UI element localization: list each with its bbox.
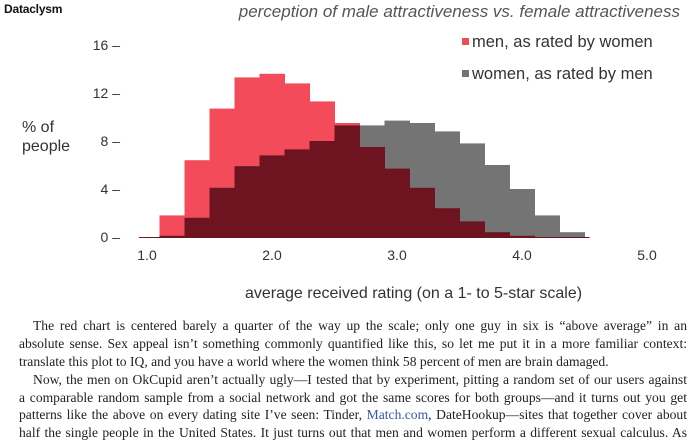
bar-overlap (209, 187, 235, 237)
brand-label: Dataclysm (4, 2, 63, 16)
legend-swatch-red (462, 38, 469, 45)
y-tick-label: 0 – (101, 229, 121, 245)
bar-men (159, 215, 185, 237)
x-tick-label: 5.0 (637, 247, 657, 263)
y-tick-label: 8 – (101, 133, 121, 149)
x-tick-label: 2.0 (262, 247, 282, 263)
y-axis-label: % of people (22, 119, 71, 155)
bar-overlap (359, 147, 385, 237)
bar-overlap (434, 208, 460, 237)
text-line: Now, the men on OkCupid aren’t actually … (33, 371, 687, 387)
y-tick-label: 16 – (93, 37, 120, 53)
bar-women (509, 189, 535, 237)
bar-overlap (184, 217, 210, 237)
legend-item-men: men, as rated by women (462, 33, 653, 52)
bar-overlap (484, 232, 510, 237)
bar-overlap (409, 187, 435, 237)
legend-label: women, as rated by men (472, 65, 653, 83)
bar-overlap (509, 235, 535, 237)
text-line: half the single people in the United Sta… (19, 425, 687, 441)
bar-overlap (334, 125, 360, 237)
bar-women (534, 215, 560, 237)
bar-overlap (384, 168, 410, 237)
x-tick-label: 4.0 (512, 247, 532, 263)
y-tick-label: 4 – (101, 181, 121, 197)
bar-overlap (234, 166, 260, 237)
body-text: The red chart is centered barely a quart… (19, 317, 687, 442)
bar-overlap (159, 235, 185, 237)
legend-label: men, as rated by women (472, 33, 653, 51)
text-line: translate this plot to IQ, and you have … (19, 353, 609, 369)
x-axis-label: average received rating (on a 1- to 5-st… (245, 285, 583, 302)
legend-item-women: women, as rated by men (462, 65, 653, 84)
bar-overlap (259, 155, 285, 237)
bar-overlap (309, 141, 335, 237)
x-tick-label: 3.0 (387, 247, 407, 263)
match-link[interactable]: Match.com (366, 407, 429, 423)
legend-swatch-gray (462, 70, 469, 77)
bar-women (484, 165, 510, 237)
histogram-chart: 0 – 4 – 8 – 12 – 16 – 1.0 2.0 3.0 4.0 5.0 (93, 37, 657, 263)
text-line: a comparable random sample from a social… (19, 389, 687, 405)
bar-women (559, 232, 585, 237)
bar-overlap (459, 221, 485, 237)
chart-title: perception of male attractiveness vs. fe… (238, 2, 680, 21)
x-tick-label: 1.0 (137, 247, 157, 263)
text-line: patterns like the above on every dating … (19, 407, 687, 423)
text-line: absolute sense. Sex appeal isn’t somethi… (19, 335, 687, 351)
text-line: The red chart is centered barely a quart… (33, 318, 687, 333)
bar-overlap (284, 149, 310, 237)
y-tick-label: 12 – (93, 85, 120, 101)
